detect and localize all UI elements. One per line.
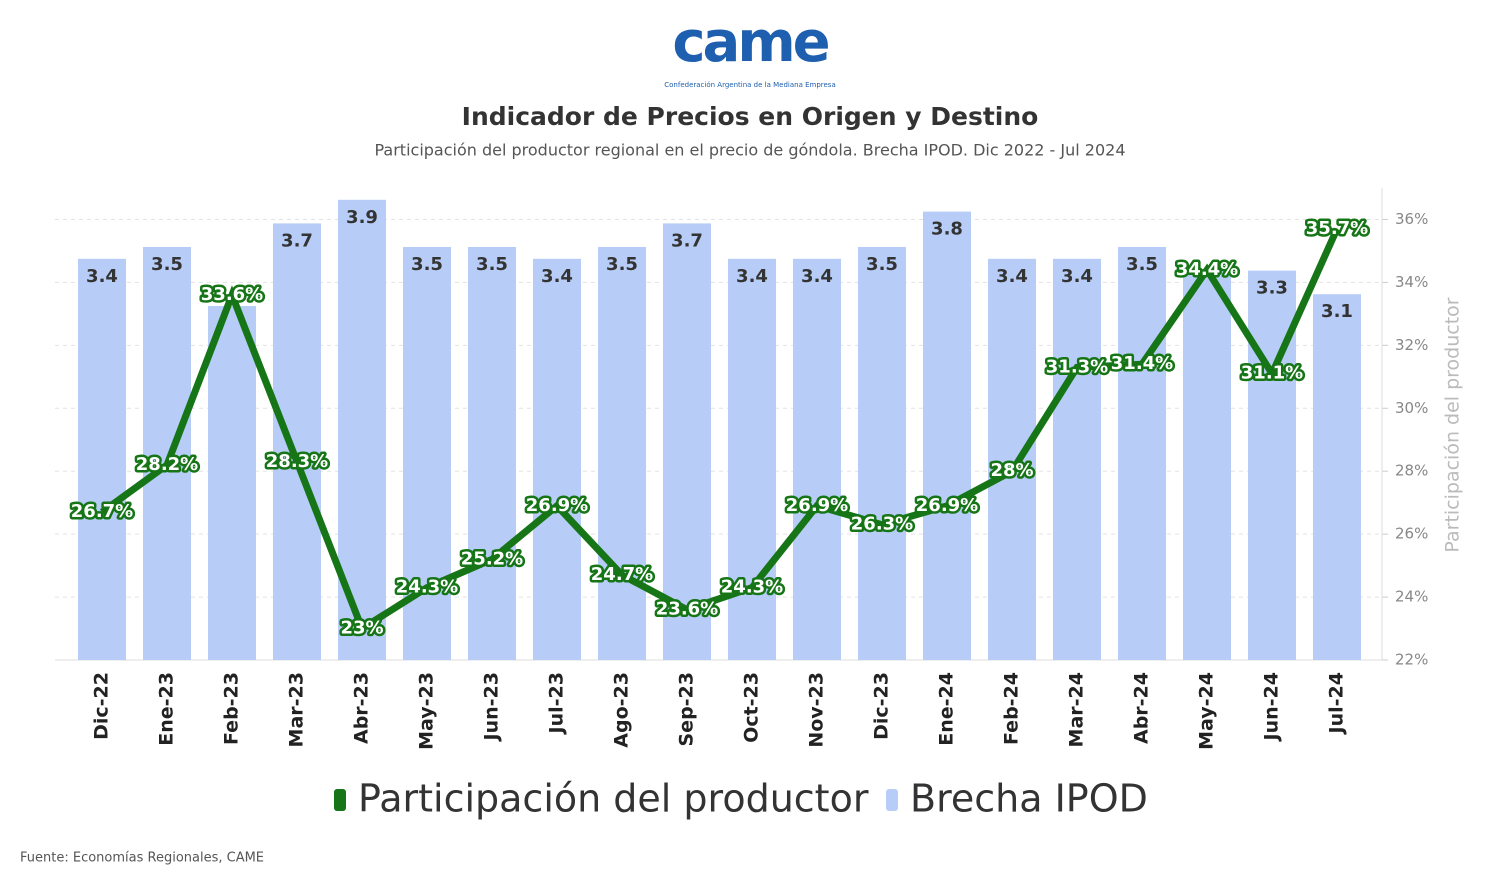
bar-label: 3.3 <box>1256 278 1288 299</box>
y2-tick-label: 36% <box>1395 210 1428 228</box>
x-tick-label: Abr-23 <box>351 672 373 744</box>
x-tick-label: Dic-23 <box>871 672 893 740</box>
x-tick-label: Jun-24 <box>1261 672 1283 742</box>
legend-label: Brecha IPOD <box>910 777 1148 821</box>
x-tick-label: Dic-22 <box>91 672 113 740</box>
bar-label: 3.4 <box>801 266 833 287</box>
bar <box>533 258 581 660</box>
x-tick-label: Oct-23 <box>741 672 763 743</box>
bar-label: 3.5 <box>151 254 183 275</box>
x-tick-label: May-24 <box>1196 672 1218 750</box>
chart-title: Indicador de Precios en Origen y Destino <box>462 102 1039 131</box>
bar <box>468 247 516 660</box>
x-tick-label: Ene-24 <box>936 672 958 746</box>
data-label: 31.1% <box>1241 363 1303 384</box>
data-label: 24.7% <box>591 564 653 585</box>
bar <box>728 258 776 660</box>
logo-tagline: Confederación Argentina de la Mediana Em… <box>664 81 835 89</box>
bar <box>1053 258 1101 660</box>
data-label: 35.7% <box>1306 218 1368 239</box>
bar <box>273 223 321 660</box>
x-tick-label: Jul-24 <box>1326 672 1348 735</box>
bar-label: 3.5 <box>476 254 508 275</box>
x-tick-label: Feb-23 <box>221 672 243 745</box>
bar-label: 3.4 <box>736 266 768 287</box>
x-tick-label: Abr-24 <box>1131 672 1153 744</box>
y2-tick-label: 34% <box>1395 273 1428 291</box>
bar-label: 3.4 <box>86 266 118 287</box>
x-tick-label: Ago-23 <box>611 672 633 748</box>
bar-label: 3.5 <box>411 254 443 275</box>
data-label: 26.9% <box>526 495 588 516</box>
bar <box>208 306 256 660</box>
y2-tick-label: 26% <box>1395 525 1428 543</box>
bar <box>923 211 971 660</box>
x-tick-label: Sep-23 <box>676 672 698 747</box>
bar <box>78 258 126 660</box>
y2-axis-title: Participación del productor <box>1442 297 1464 552</box>
data-label: 31.3% <box>1046 356 1108 377</box>
y2-tick-label: 30% <box>1395 399 1428 417</box>
data-label: 26.3% <box>851 514 913 535</box>
bar <box>858 247 906 660</box>
bar-label: 3.8 <box>931 219 963 240</box>
data-label: 26.9% <box>916 495 978 516</box>
bar-label: 3.5 <box>606 254 638 275</box>
data-label: 28.2% <box>136 454 198 475</box>
bar <box>988 258 1036 660</box>
source: Fuente: Economías Regionales, CAME <box>20 851 264 866</box>
bar-label: 3.5 <box>1126 254 1158 275</box>
legend-swatch <box>886 789 898 811</box>
bar <box>1118 247 1166 660</box>
bar <box>598 247 646 660</box>
legend-label: Participación del productor <box>358 777 869 821</box>
bar <box>663 223 711 660</box>
logo: came <box>672 10 828 75</box>
bar-label: 3.1 <box>1321 301 1353 322</box>
data-label: 34.4% <box>1176 259 1238 280</box>
data-label: 24.3% <box>721 577 783 598</box>
bar <box>1183 270 1231 660</box>
y2-tick-label: 22% <box>1395 651 1428 669</box>
y2-tick-label: 24% <box>1395 588 1428 606</box>
bar-label: 3.9 <box>346 207 378 228</box>
bar-label: 3.7 <box>671 230 703 251</box>
bar-label: 3.7 <box>281 230 313 251</box>
data-label: 28.3% <box>266 451 328 472</box>
data-label: 25.2% <box>461 548 523 569</box>
chart-subtitle: Participación del productor regional en … <box>374 141 1125 160</box>
data-label: 26.9% <box>786 495 848 516</box>
data-label: 31.4% <box>1111 353 1173 374</box>
bar-label: 3.4 <box>541 266 573 287</box>
bar <box>1313 294 1361 660</box>
x-tick-label: May-23 <box>416 672 438 750</box>
line <box>99 227 1341 634</box>
x-tick-label: Mar-24 <box>1066 672 1088 747</box>
x-tick-label: Nov-23 <box>806 672 828 748</box>
x-tick-label: Ene-23 <box>156 672 178 746</box>
x-tick-label: Mar-23 <box>286 672 308 747</box>
y2-tick-label: 32% <box>1395 336 1428 354</box>
bar-label: 3.4 <box>996 266 1028 287</box>
bar-label: 3.5 <box>866 254 898 275</box>
data-label: 23.6% <box>656 599 718 620</box>
x-tick-label: Jul-23 <box>546 672 568 735</box>
data-label: 26.7% <box>71 501 133 522</box>
x-tick-label: Feb-24 <box>1001 672 1023 745</box>
data-label: 33.6% <box>201 284 263 305</box>
bar-label: 3.4 <box>1061 266 1093 287</box>
x-tick-label: Jun-23 <box>481 672 503 742</box>
data-label: 23% <box>340 618 383 639</box>
data-label: 24.3% <box>396 577 458 598</box>
bar <box>793 258 841 660</box>
bar <box>143 247 191 660</box>
y2-tick-label: 28% <box>1395 462 1428 480</box>
legend-swatch <box>334 789 346 811</box>
data-label: 28% <box>990 460 1033 481</box>
